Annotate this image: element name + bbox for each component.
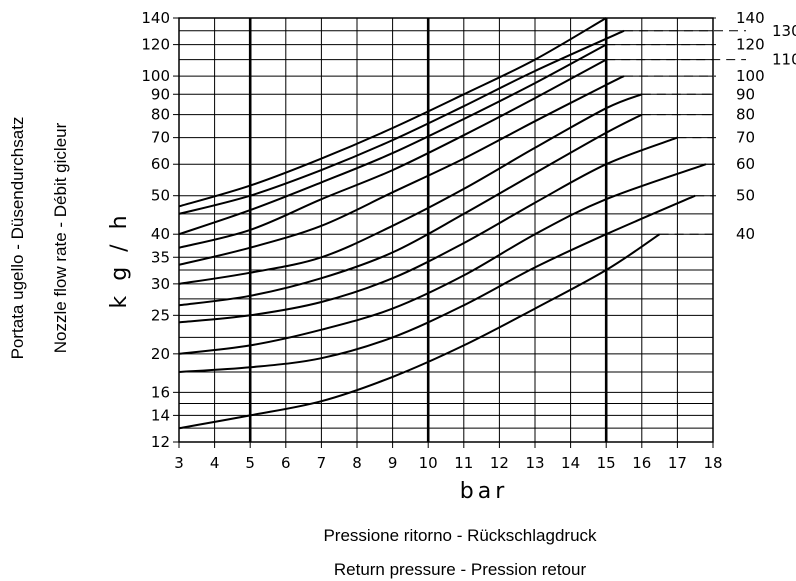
- x-tick-label: 6: [281, 454, 291, 472]
- series-end-label-90: 90: [736, 85, 755, 103]
- y-tick-label: 100: [141, 67, 170, 85]
- y-tick-label: 25: [151, 306, 170, 324]
- grid-minor-lines: [179, 18, 713, 442]
- x-tick-label: 12: [490, 454, 509, 472]
- plot-frame: [173, 18, 713, 448]
- y-tick-label: 60: [151, 155, 170, 173]
- series-curve-100: [179, 76, 624, 265]
- y-tick-label: 140: [141, 9, 170, 27]
- x-tick-label: 9: [388, 454, 398, 472]
- y-tick-label: 40: [151, 225, 170, 243]
- x-tick-label: 10: [419, 454, 438, 472]
- x-tick-label: 18: [703, 454, 722, 472]
- series-end-label-100: 100: [736, 67, 765, 85]
- x-axis-caption-line-1: Pressione ritorno - Rückschlagdruck: [323, 526, 597, 545]
- y-axis-unit: k g / h: [107, 211, 132, 308]
- y-tick-label: 70: [151, 129, 170, 147]
- x-tick-label: 17: [668, 454, 687, 472]
- series-end-label-40: 40: [736, 225, 755, 243]
- x-tick-label: 7: [317, 454, 327, 472]
- x-tick-label: 16: [632, 454, 651, 472]
- y-tick-label: 16: [151, 383, 170, 401]
- y-tick-label: 12: [151, 433, 170, 451]
- y-axis-caption-line-2: Nozzle flow rate - Débit gicleur: [51, 122, 70, 353]
- x-tick-label: 13: [525, 454, 544, 472]
- series-end-label-120: 120: [736, 36, 765, 54]
- y-tick-label: 80: [151, 106, 170, 124]
- x-axis-unit: bar: [460, 479, 509, 504]
- x-tick-label: 3: [174, 454, 184, 472]
- y-tick-label: 90: [151, 85, 170, 103]
- y-tick-label: 14: [151, 406, 170, 424]
- series-end-label-70: 70: [736, 129, 755, 147]
- x-tick-label: 15: [597, 454, 616, 472]
- y-tick-label: 120: [141, 36, 170, 54]
- x-tick-label: 11: [454, 454, 473, 472]
- y-tick-label: 50: [151, 187, 170, 205]
- x-tick-label: 8: [352, 454, 362, 472]
- grid-bold-lines: [250, 18, 606, 442]
- plot-border: [179, 18, 713, 442]
- x-axis-caption-line-2: Return pressure - Pression retour: [334, 560, 587, 579]
- x-tick-label: 5: [245, 454, 255, 472]
- series-end-label-80: 80: [736, 106, 755, 124]
- x-tick-labels: 3 4 5 6 7 8 9 10 11 12 13 14 15 16 17 18: [174, 454, 722, 472]
- y-tick-label: 30: [151, 275, 170, 293]
- series-end-label-110: 110: [772, 51, 796, 69]
- series-end-label-50: 50: [736, 187, 755, 205]
- reference-dash-lines: [606, 18, 746, 234]
- series-lines: [179, 18, 706, 428]
- y-axis-caption-line-1: Portata ugello - Düsendurchsatz: [8, 117, 27, 360]
- x-tick-label: 14: [561, 454, 580, 472]
- series-curve-90: [179, 94, 642, 284]
- x-tick-label: 4: [210, 454, 220, 472]
- series-end-label-140: 140: [736, 9, 765, 27]
- series-end-label-130: 130: [772, 22, 796, 40]
- y-tick-label: 35: [151, 248, 170, 266]
- series-end-label-60: 60: [736, 155, 755, 173]
- y-tick-label: 20: [151, 345, 170, 363]
